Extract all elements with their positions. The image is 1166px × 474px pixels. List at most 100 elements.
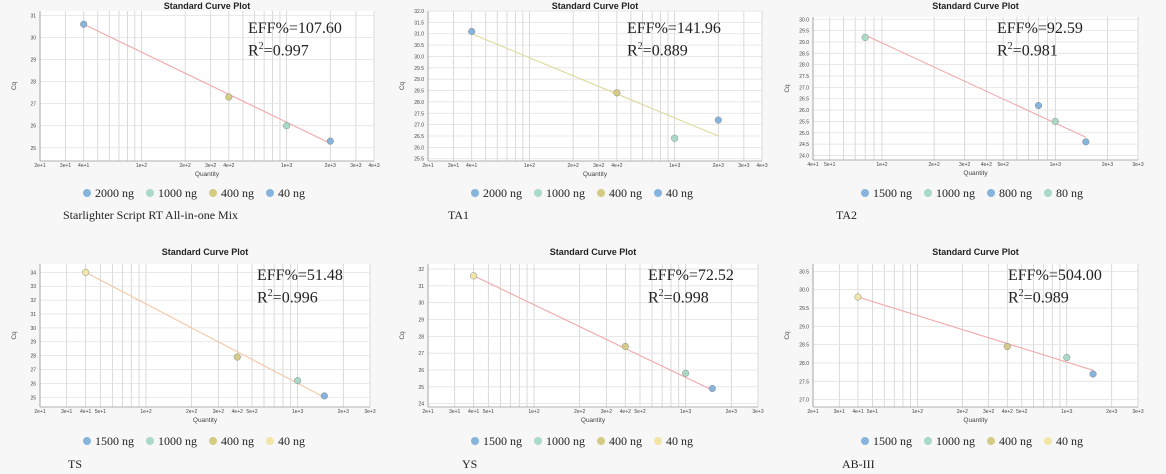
legend-marker	[471, 437, 479, 445]
data-point[interactable]	[1063, 353, 1071, 362]
efficiency-annotation: EFF%=51.48 R2=0.996	[257, 267, 343, 307]
x-tick-label: 1e+3	[669, 163, 680, 169]
efficiency-annotation: EFF%=504.00 R2=0.989	[1008, 267, 1102, 307]
x-tick-label: 4e+2	[223, 163, 234, 169]
legend-item[interactable]: 400 ng	[597, 434, 642, 449]
y-tick-label: 29.5	[414, 66, 424, 72]
legend-item[interactable]: 1000 ng	[534, 186, 585, 201]
x-axis-label: Quantity	[193, 417, 218, 424]
data-point[interactable]	[1082, 138, 1090, 146]
legend-item[interactable]: 2000 ng	[471, 186, 522, 201]
data-point[interactable]	[714, 116, 722, 124]
legend-item[interactable]: 80 ng	[1044, 186, 1083, 201]
legend-item[interactable]: 2000 ng	[83, 186, 134, 201]
sample-caption: Starlighter Script RT All-in-one Mix	[63, 208, 239, 222]
legend-item[interactable]: 1000 ng	[924, 186, 975, 201]
data-point[interactable]	[1089, 370, 1097, 378]
y-tick-label: 28.5	[414, 89, 424, 95]
y-tick-label: 26	[30, 124, 36, 130]
legend-marker	[534, 437, 542, 445]
efficiency-annotation: EFF%=107.60 R2=0.997	[248, 20, 342, 60]
legend-marker	[266, 437, 274, 445]
legend-marker	[209, 189, 217, 197]
x-tick-label: 2e+1	[34, 409, 45, 415]
x-tick-label: 2e+2	[186, 409, 197, 415]
legend-item[interactable]: 1000 ng	[924, 434, 975, 449]
data-point[interactable]	[470, 272, 478, 280]
legend-label: 800 ng	[999, 186, 1032, 200]
x-tick-label: 5e+2	[1016, 409, 1027, 415]
y-tick-label: 29	[30, 58, 36, 64]
chart-legend: 1500 ng 1000 ng 400 ng 40 ng	[388, 434, 776, 450]
data-point[interactable]	[326, 137, 334, 145]
x-tick-label: 1e+2	[528, 409, 539, 415]
y-tick-label: 31.5	[414, 20, 424, 26]
data-point[interactable]	[225, 93, 233, 101]
data-point[interactable]	[682, 369, 690, 377]
legend-item[interactable]: 1500 ng	[471, 434, 522, 449]
data-point[interactable]	[1034, 101, 1043, 110]
chart-legend: 1500 ng 1000 ng 800 ng 80 ng	[778, 186, 1166, 202]
y-tick-label: 29.5	[799, 29, 809, 35]
y-tick-label: 32	[418, 267, 424, 273]
x-tick-label: 1e+2	[524, 163, 535, 169]
legend-label: 40 ng	[666, 186, 693, 200]
legend-item[interactable]: 1500 ng	[861, 434, 912, 449]
y-tick-label: 28	[30, 354, 36, 360]
y-tick-label: 25	[30, 146, 36, 152]
legend-item[interactable]: 400 ng	[209, 186, 254, 201]
legend-item[interactable]: 1500 ng	[861, 186, 912, 201]
x-tick-label: 3e+3	[1132, 162, 1143, 168]
data-point[interactable]	[854, 293, 862, 301]
y-tick-label: 28	[418, 334, 424, 340]
data-point[interactable]	[613, 89, 621, 97]
x-axis-label: Quantity	[581, 417, 606, 424]
legend-label: 1000 ng	[546, 434, 585, 448]
legend-item[interactable]: 800 ng	[987, 186, 1032, 201]
legend-item[interactable]: 400 ng	[987, 434, 1032, 449]
x-tick-label: 3e+1	[448, 163, 459, 169]
legend-item[interactable]: 1500 ng	[83, 434, 134, 449]
legend-item[interactable]: 40 ng	[1044, 434, 1083, 449]
y-tick-label: 27.0	[799, 398, 809, 404]
x-tick-label: 4e+2	[981, 162, 992, 168]
legend-item[interactable]: 1000 ng	[146, 434, 197, 449]
data-point[interactable]	[621, 342, 629, 350]
data-point[interactable]	[708, 384, 716, 393]
data-point[interactable]	[861, 33, 869, 41]
legend-item[interactable]: 40 ng	[654, 186, 693, 201]
data-point[interactable]	[320, 392, 328, 400]
legend-item[interactable]: 400 ng	[597, 186, 642, 201]
x-tick-label: 1e+2	[140, 409, 151, 415]
data-point[interactable]	[233, 353, 241, 361]
x-tick-label: 5e+2	[246, 409, 257, 415]
legend-item[interactable]: 40 ng	[266, 186, 305, 201]
x-tick-label: 3e+1	[60, 163, 71, 169]
y-tick-label: 24	[418, 402, 424, 408]
data-point[interactable]	[1051, 117, 1059, 125]
y-tick-label: 27.0	[414, 123, 424, 129]
data-point[interactable]	[294, 377, 302, 385]
chart-title: Standard Curve Plot	[932, 247, 1019, 257]
y-axis-label: Cq	[11, 331, 18, 340]
y-tick-label: 29	[418, 318, 424, 324]
data-point[interactable]	[468, 27, 476, 36]
legend-marker	[987, 437, 995, 445]
data-point[interactable]	[671, 134, 679, 142]
y-tick-label: 27	[30, 368, 36, 374]
legend-item[interactable]: 40 ng	[654, 434, 693, 449]
data-point[interactable]	[80, 20, 88, 28]
data-point[interactable]	[1003, 342, 1011, 351]
legend-item[interactable]: 400 ng	[209, 434, 254, 449]
y-tick-label: 31	[30, 312, 36, 318]
legend-item[interactable]: 1000 ng	[146, 186, 197, 201]
standard-curve-svg: Standard Curve Plot 25 26 27 28 29 30 31 2e+1 3e+…	[11, 1, 380, 178]
data-point[interactable]	[283, 122, 291, 130]
legend-item[interactable]: 1000 ng	[534, 434, 585, 449]
data-point[interactable]	[82, 268, 90, 276]
legend-label: 80 ng	[1056, 186, 1083, 200]
legend-item[interactable]: 40 ng	[266, 434, 305, 449]
x-tick-label: 2e+2	[180, 163, 191, 169]
y-tick-label: 28	[30, 80, 36, 86]
x-tick-label: 4e+1	[852, 409, 863, 415]
